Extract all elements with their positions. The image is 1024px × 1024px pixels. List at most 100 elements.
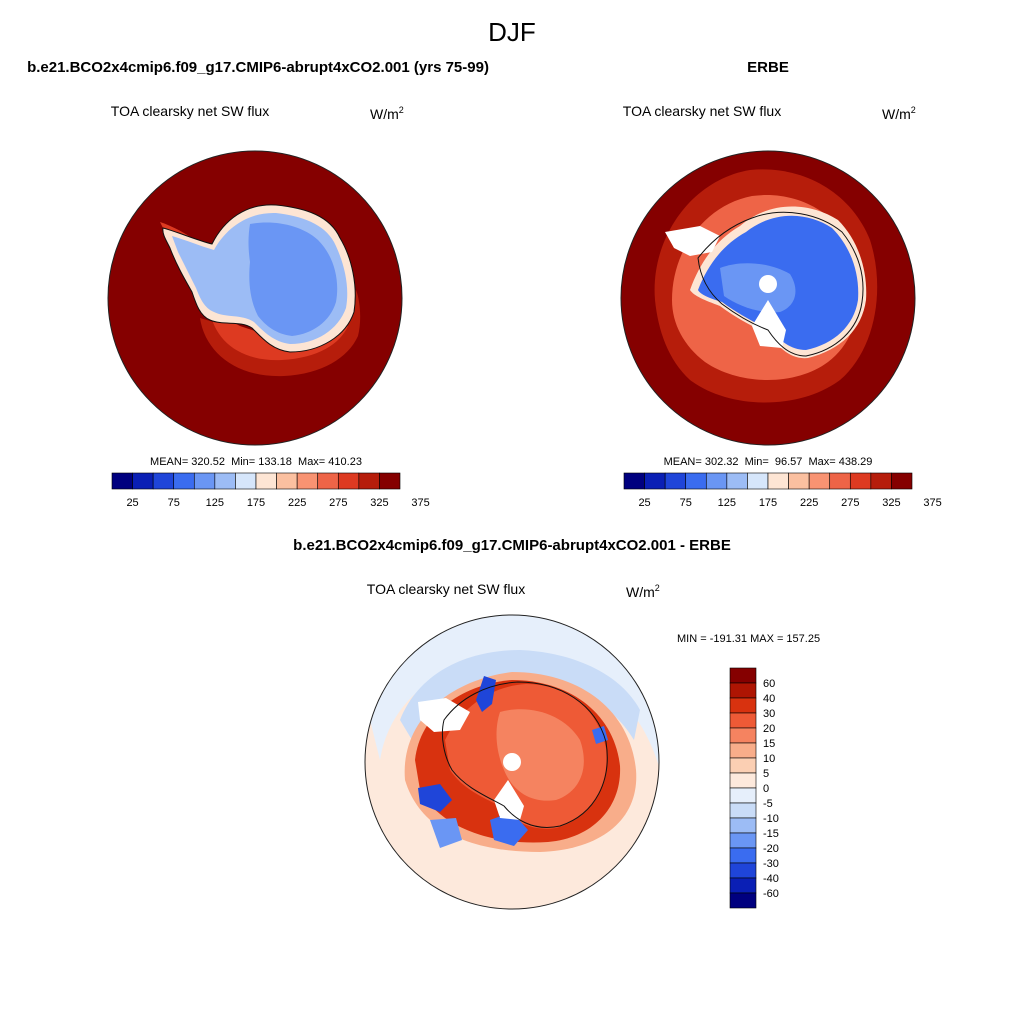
panel-model-colorbar-cell bbox=[276, 472, 298, 490]
panel-diff-colorbar-tick-label: -30 bbox=[763, 858, 779, 870]
panel-model-colorbar-cell bbox=[111, 472, 133, 490]
panel-diff-colorbar-tick-label: 40 bbox=[763, 693, 775, 705]
panel-obs-stats: MEAN= 302.32 Min= 96.57 Max= 438.29 bbox=[664, 456, 873, 468]
panel-diff-blue-patch-2 bbox=[490, 812, 528, 846]
panel-diff-blue-patch-1 bbox=[418, 784, 452, 812]
page-title: DJF bbox=[488, 17, 536, 47]
panel-obs-colorbar: 25 75 125 175 225 275 325 375 bbox=[623, 472, 942, 509]
panel-diff-inner-warm bbox=[496, 709, 584, 801]
panel-diff-colorbar-cell bbox=[729, 727, 757, 744]
panel-diff-colorbar-cell bbox=[729, 787, 757, 804]
panel-obs-units: W/m2 bbox=[882, 105, 916, 122]
panel-diff-missing-peninsula bbox=[418, 698, 470, 732]
panel-diff-missing-shelf bbox=[494, 780, 524, 820]
panel-diff-colorbar: 60 40 30 20 15 10 5 0 -5 -10 -15 -20 -30 -40 -60 bbox=[729, 667, 779, 909]
panel-obs-title: ERBE bbox=[747, 59, 789, 76]
panel-obs-colorbar-tick-label: 175 bbox=[759, 497, 777, 509]
panel-model-title: b.e21.BCO2x4cmip6.f09_g17.CMIP6-abrupt4x… bbox=[27, 59, 489, 76]
panel-diff-colorbar-tick-label: -40 bbox=[763, 873, 779, 885]
panel-model-boundary bbox=[107, 150, 403, 446]
panel-obs-colorbar-cell bbox=[849, 472, 872, 490]
panel-diff-colorbar-cell bbox=[729, 892, 757, 909]
panel-obs-missing-shelf bbox=[752, 300, 786, 348]
panel-obs-colorbar-tick-label: 275 bbox=[841, 497, 859, 509]
panel-model-colorbar-tick-label: 125 bbox=[206, 497, 224, 509]
panel-diff-colorbar-tick-label: 10 bbox=[763, 753, 775, 765]
panel-obs-colorbar-tick-label: 125 bbox=[718, 497, 736, 509]
panel-diff-stats: MIN = -191.31 MAX = 157.25 bbox=[677, 633, 820, 645]
panel-diff-colorbar-cell bbox=[729, 712, 757, 729]
panel-model-colorbar-cell bbox=[193, 472, 216, 490]
panel-obs-colorbar-cell bbox=[870, 472, 892, 490]
panel-obs-map bbox=[621, 151, 915, 445]
panel-diff-ring-blue bbox=[400, 650, 640, 740]
panel-model-colorbar-cell bbox=[317, 472, 339, 490]
panel-model-units: W/m2 bbox=[370, 105, 404, 122]
panel-obs-boundary bbox=[620, 150, 916, 446]
panel-model: b.e21.BCO2x4cmip6.f09_g17.CMIP6-abrupt4x… bbox=[27, 59, 489, 509]
panel-obs-colorbar-cell bbox=[808, 472, 831, 490]
panel-diff-colorbar-tick-label: 30 bbox=[763, 708, 775, 720]
panel-obs-colorbar-cell bbox=[726, 472, 748, 490]
panel-diff-colorbar-cell bbox=[729, 742, 757, 759]
panel-obs-colorbar-cell bbox=[891, 472, 913, 490]
panel-model-colorbar-tick-label: 75 bbox=[168, 497, 180, 509]
panel-diff-colorbar-cell bbox=[729, 772, 757, 789]
panel-model-colorbar-cell bbox=[132, 472, 154, 490]
panel-diff-blue-patch-5 bbox=[592, 726, 608, 744]
panel-diff-colorbar-cell bbox=[729, 697, 757, 714]
panel-diff-colorbar-tick-label: 5 bbox=[763, 768, 769, 780]
panel-diff-variable-label: TOA clearsky net SW flux bbox=[367, 581, 525, 597]
panel-diff-colorbar-tick-label: -15 bbox=[763, 828, 779, 840]
panel-model-colorbar-cell bbox=[296, 472, 319, 490]
panel-diff-title: b.e21.BCO2x4cmip6.f09_g17.CMIP6-abrupt4x… bbox=[293, 537, 731, 554]
panel-obs-colorbar-cell bbox=[685, 472, 707, 490]
panel-diff-colorbar-cell bbox=[729, 847, 757, 864]
panel-diff-colorbar-tick-label: 60 bbox=[763, 678, 775, 690]
panel-model-colorbar-tick-label: 375 bbox=[411, 497, 429, 509]
panel-diff-colorbar-cell bbox=[729, 817, 757, 834]
panel-diff-blue-patch-4 bbox=[476, 676, 496, 712]
panel-obs-colorbar-cell bbox=[664, 472, 687, 490]
panel-diff-colorbar-tick-label: -5 bbox=[763, 798, 773, 810]
panel-diff-colorbar-cell bbox=[729, 832, 757, 849]
panel-diff-colorbar-tick-label: 20 bbox=[763, 723, 775, 735]
panel-model-variable-label: TOA clearsky net SW flux bbox=[111, 103, 269, 119]
panel-diff-colorbar-cell bbox=[729, 877, 757, 894]
panel-diff-outer-light-blue bbox=[365, 615, 659, 770]
panel-model-seaice-band bbox=[200, 290, 361, 377]
panel-obs-coastline bbox=[697, 211, 864, 357]
panel-model-colorbar-cell bbox=[235, 472, 257, 490]
panel-obs-variable-label: TOA clearsky net SW flux bbox=[623, 103, 781, 119]
panel-model-colorbar-cell bbox=[173, 472, 195, 490]
panel-diff-colorbar-tick-label: 0 bbox=[763, 783, 769, 795]
panel-obs-interior-patch bbox=[720, 263, 796, 313]
panel-diff-colorbar-cell bbox=[729, 682, 757, 699]
panel-diff-colorbar-cell bbox=[729, 667, 757, 684]
panel-diff: b.e21.BCO2x4cmip6.f09_g17.CMIP6-abrupt4x… bbox=[293, 537, 820, 910]
panel-model-colorbar-cell bbox=[358, 472, 380, 490]
panel-diff-boundary bbox=[364, 614, 660, 910]
panel-model-colorbar-cell bbox=[379, 472, 401, 490]
panel-diff-pole-hole bbox=[503, 753, 521, 771]
panel-model-colorbar-tick-label: 175 bbox=[247, 497, 265, 509]
panel-obs-colorbar-cell bbox=[705, 472, 728, 490]
panel-model-colorbar-cell bbox=[152, 472, 175, 490]
panel-diff-units: W/m2 bbox=[626, 583, 660, 600]
panel-obs-colorbar-cell bbox=[767, 472, 789, 490]
panel-model-stats: MEAN= 320.52 Min= 133.18 Max= 410.23 bbox=[150, 456, 362, 468]
panel-model-coastline bbox=[162, 204, 356, 353]
panel-obs-colorbar-cell bbox=[788, 472, 810, 490]
panel-obs-pole-hole bbox=[759, 275, 777, 293]
panel-model-map bbox=[108, 151, 402, 445]
panel-diff-colorbar-tick-label: -60 bbox=[763, 888, 779, 900]
panel-model-colorbar-tick-label: 25 bbox=[126, 497, 138, 509]
panel-diff-colorbar-tick-label: -20 bbox=[763, 843, 779, 855]
panel-diff-colorbar-tick-label: 15 bbox=[763, 738, 775, 750]
panel-diff-map bbox=[365, 615, 659, 909]
panel-obs: ERBE TOA clearsky net SW flux W/m2 MEAN=… bbox=[620, 59, 942, 509]
panel-obs-colorbar-tick-label: 225 bbox=[800, 497, 818, 509]
panel-obs-colorbar-tick-label: 25 bbox=[638, 497, 650, 509]
panel-obs-colorbar-tick-label: 375 bbox=[923, 497, 941, 509]
